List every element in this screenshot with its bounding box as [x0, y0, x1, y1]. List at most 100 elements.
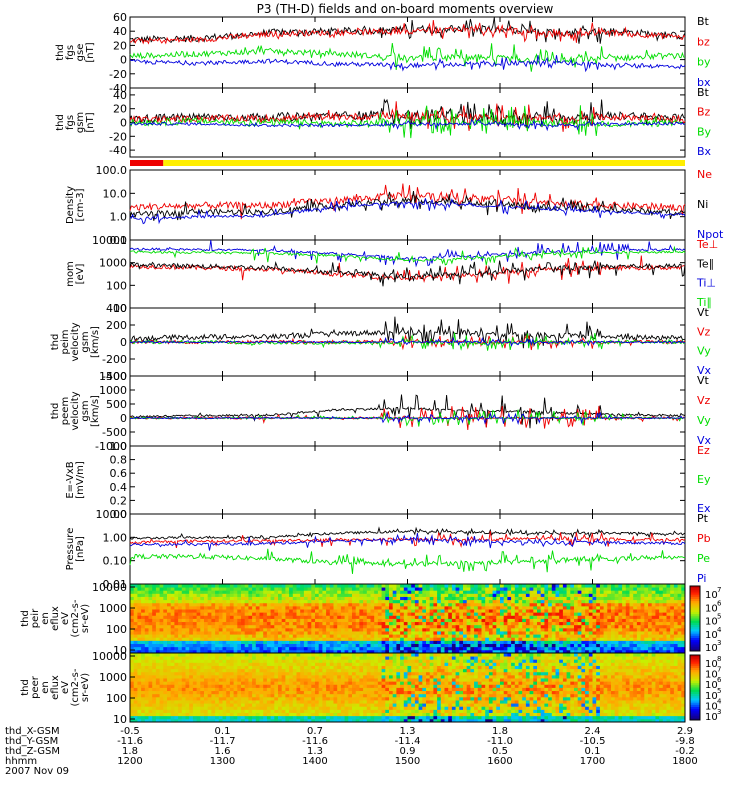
peir-cell [433, 599, 438, 604]
peer-cell [148, 662, 153, 666]
peir-cell [625, 615, 630, 619]
peir-cell [252, 649, 257, 654]
peir-cell [363, 624, 368, 629]
peir-cell [370, 590, 375, 594]
peir-cell [374, 596, 379, 601]
peir-cell [226, 587, 231, 591]
peir-cell [522, 587, 527, 591]
peir-cell [241, 612, 246, 616]
peer-cell [296, 718, 301, 723]
peer-cell [130, 706, 135, 710]
peer-cell [152, 671, 157, 676]
peir-cell [551, 587, 556, 591]
peir-cell [377, 624, 382, 629]
peir-cell [274, 631, 279, 635]
peir-cell [400, 627, 405, 632]
peir-cell [363, 602, 368, 607]
peir-cell [218, 637, 223, 641]
peir-cell [422, 649, 427, 654]
peer-cell [270, 693, 275, 698]
peir-cell [266, 609, 271, 613]
peir-cell [374, 599, 379, 604]
peir-cell [648, 646, 653, 651]
peir-cell [596, 640, 601, 644]
peir-cell [285, 631, 290, 635]
peir-cell [181, 631, 186, 635]
peer-cell [337, 696, 342, 701]
peir-cell [448, 627, 453, 632]
peir-cell [422, 615, 427, 619]
peir-cell [488, 599, 493, 604]
peir-cell [644, 599, 649, 604]
peer-cell [329, 668, 334, 673]
peir-cell [229, 596, 234, 601]
peir-cell [300, 605, 305, 610]
peir-cell [259, 584, 264, 588]
peir-cell [211, 643, 216, 648]
peer-cell [303, 696, 308, 701]
peer-cell [292, 659, 297, 663]
peir-cell [377, 631, 382, 635]
peir-cell [588, 621, 593, 626]
peir-cell [599, 637, 604, 641]
peer-cell [167, 681, 172, 685]
peir-cell [274, 584, 279, 588]
peir-cell [311, 649, 316, 654]
peer-cell [248, 718, 253, 723]
peer-cell [303, 687, 308, 692]
peir-cell [426, 649, 431, 654]
peir-cell [137, 605, 142, 610]
peir-cell [244, 590, 249, 594]
peir-cell [289, 612, 294, 616]
peir-cell [218, 587, 223, 591]
peir-colorbar-step [690, 635, 700, 639]
peir-cell [148, 615, 153, 619]
peer-cell [144, 690, 149, 695]
peir-cell [185, 615, 190, 619]
peir-cell [596, 609, 601, 613]
peer-cell [237, 693, 242, 698]
peir-cell [255, 637, 260, 641]
peir-cell [352, 605, 357, 610]
peir-cell [585, 634, 590, 638]
peir-ylabel: thd peir en eflux eV (cm2-s-sr-eV) [20, 599, 91, 637]
peer-cell [259, 703, 264, 707]
peer-cell [292, 662, 297, 666]
peir-cell [318, 649, 323, 654]
peir-cell [374, 637, 379, 641]
peir-cell [281, 646, 286, 651]
peir-cell [303, 593, 308, 597]
peir-cell [370, 634, 375, 638]
peer-cell [233, 703, 238, 707]
peer-cell [222, 656, 227, 660]
peir-cell [163, 649, 168, 654]
peir-cell [444, 593, 449, 597]
peir-cell [400, 605, 405, 610]
peir-cell [292, 618, 297, 623]
peer-cell [266, 700, 271, 704]
peir-cell [625, 627, 630, 632]
peer-cell [222, 700, 227, 704]
peir-cell [533, 634, 538, 638]
peer-cell [311, 656, 316, 660]
peir-cell [403, 599, 408, 604]
peir-cell [340, 649, 345, 654]
peer-cell [278, 706, 283, 710]
peer-cell [278, 690, 283, 695]
peir-cell [559, 624, 564, 629]
peir-cell [329, 621, 334, 626]
peir-cell [614, 621, 619, 626]
peir-cell [181, 624, 186, 629]
peir-cell [507, 631, 512, 635]
peir-cell [389, 596, 394, 601]
peir-cell [414, 643, 419, 648]
peer-cell [278, 681, 283, 685]
peir-cell [492, 584, 497, 588]
peer-cell [159, 671, 164, 676]
peir-cell [611, 587, 616, 591]
peer-cell [167, 656, 172, 660]
peir-cell [281, 640, 286, 644]
peir-cell [470, 649, 475, 654]
peer-cell [170, 709, 175, 713]
peir-cell [374, 649, 379, 654]
